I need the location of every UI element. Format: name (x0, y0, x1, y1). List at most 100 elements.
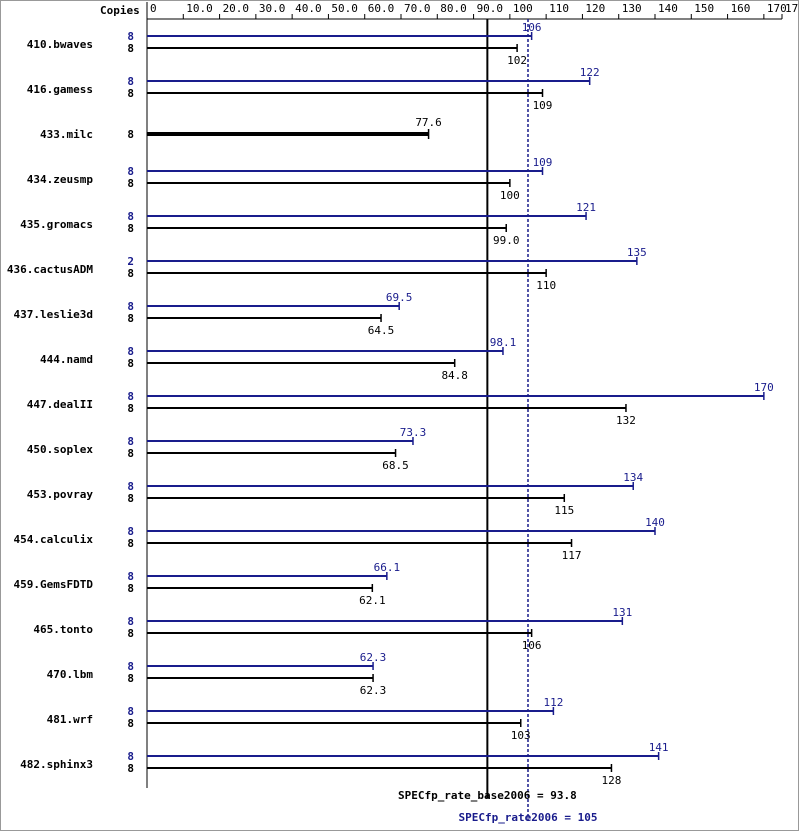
base-copies: 8 (127, 492, 134, 505)
benchmark-name: 435.gromacs (20, 218, 93, 231)
base-value-label: 128 (602, 774, 622, 787)
peak-value-label: 131 (612, 606, 632, 619)
x-tick-label: 140 (658, 2, 678, 15)
x-tick-label: 60.0 (368, 2, 395, 15)
x-tick-label: 120 (585, 2, 605, 15)
x-tick-label: 70.0 (404, 2, 431, 15)
base-copies: 8 (127, 762, 134, 775)
base-value-label: 68.5 (382, 459, 409, 472)
peak-value-label: 134 (623, 471, 643, 484)
benchmark-name: 410.bwaves (27, 38, 93, 51)
x-tick-label: 30.0 (259, 2, 286, 15)
base-value-label: 109 (533, 99, 553, 112)
x-tick-label: 170 (767, 2, 787, 15)
peak-copies: 8 (127, 345, 134, 358)
base-value-label: 102 (507, 54, 527, 67)
peak-value-label: 121 (576, 201, 596, 214)
benchmark-name: 444.namd (40, 353, 93, 366)
x-tick-label: 20.0 (223, 2, 250, 15)
peak-value-label: 73.3 (400, 426, 427, 439)
x-tick-label: 40.0 (295, 2, 322, 15)
x-tick-label: 90.0 (477, 2, 504, 15)
base-value-label: 62.3 (360, 684, 387, 697)
peak-value-label: 106 (522, 21, 542, 34)
base-copies: 8 (127, 627, 134, 640)
peak-value-label: 135 (627, 246, 647, 259)
base-value-label: 84.8 (441, 369, 468, 382)
benchmark-name: 450.soplex (27, 443, 94, 456)
peak-copies: 8 (127, 30, 134, 43)
peak-value-label: 170 (754, 381, 774, 394)
x-tick-label: 150 (694, 2, 714, 15)
base-value-label: 117 (562, 549, 582, 562)
x-tick-label: 100 (513, 2, 533, 15)
x-tick-label: 110 (549, 2, 569, 15)
x-tick-label: 130 (622, 2, 642, 15)
peak-value-label: 122 (580, 66, 600, 79)
x-tick-label: 80.0 (440, 2, 467, 15)
base-copies: 8 (127, 582, 134, 595)
benchmark-name: 482.sphinx3 (20, 758, 93, 771)
benchmark-name: 433.milc (40, 128, 93, 141)
peak-copies: 8 (127, 660, 134, 673)
peak-copies: 8 (127, 705, 134, 718)
peak-summary-label: SPECfp_rate2006 = 105 (458, 811, 597, 824)
benchmark-name: 470.lbm (47, 668, 94, 681)
base-summary-label: SPECfp_rate_base2006 = 93.8 (398, 789, 577, 802)
base-copies: 8 (127, 447, 134, 460)
base-copies: 8 (127, 222, 134, 235)
base-value-label: 62.1 (359, 594, 386, 607)
x-tick-label: 50.0 (331, 2, 358, 15)
benchmark-name: 459.GemsFDTD (14, 578, 94, 591)
peak-value-label: 141 (649, 741, 669, 754)
peak-copies: 8 (127, 570, 134, 583)
x-tick-label: 10.0 (186, 2, 213, 15)
base-value-label: 99.0 (493, 234, 520, 247)
peak-copies: 8 (127, 525, 134, 538)
base-copies: 8 (127, 312, 134, 325)
base-value-label: 100 (500, 189, 520, 202)
base-copies: 8 (127, 717, 134, 730)
peak-copies: 8 (127, 210, 134, 223)
base-copies: 8 (127, 128, 134, 141)
benchmark-name: 436.cactusADM (7, 263, 93, 276)
peak-value-label: 66.1 (374, 561, 401, 574)
peak-value-label: 112 (543, 696, 563, 709)
base-copies: 8 (127, 672, 134, 685)
base-copies: 8 (127, 357, 134, 370)
peak-copies: 2 (127, 255, 134, 268)
peak-copies: 8 (127, 435, 134, 448)
peak-copies: 8 (127, 615, 134, 628)
peak-copies: 8 (127, 165, 134, 178)
base-copies: 8 (127, 537, 134, 550)
base-value-label: 64.5 (368, 324, 395, 337)
peak-copies: 8 (127, 300, 134, 313)
base-copies: 8 (127, 267, 134, 280)
benchmark-name: 481.wrf (47, 713, 93, 726)
benchmark-name: 453.povray (27, 488, 94, 501)
base-value-label: 132 (616, 414, 636, 427)
peak-value-label: 62.3 (360, 651, 387, 664)
peak-copies: 8 (127, 480, 134, 493)
base-value-label: 115 (554, 504, 574, 517)
peak-value-label: 69.5 (386, 291, 413, 304)
peak-copies: 8 (127, 390, 134, 403)
benchmark-name: 447.dealII (27, 398, 93, 411)
copies-header: Copies (100, 4, 140, 17)
x-tick-label: 160 (731, 2, 751, 15)
base-value-label: 77.6 (415, 116, 442, 129)
benchmark-name: 437.leslie3d (14, 308, 93, 321)
base-copies: 8 (127, 402, 134, 415)
benchmark-name: 465.tonto (33, 623, 93, 636)
peak-value-label: 109 (533, 156, 553, 169)
peak-copies: 8 (127, 750, 134, 763)
base-copies: 8 (127, 87, 134, 100)
base-copies: 8 (127, 42, 134, 55)
base-copies: 8 (127, 177, 134, 190)
peak-value-label: 98.1 (490, 336, 517, 349)
benchmark-name: 454.calculix (14, 533, 94, 546)
benchmark-name: 416.gamess (27, 83, 93, 96)
benchmark-name: 434.zeusmp (27, 173, 94, 186)
